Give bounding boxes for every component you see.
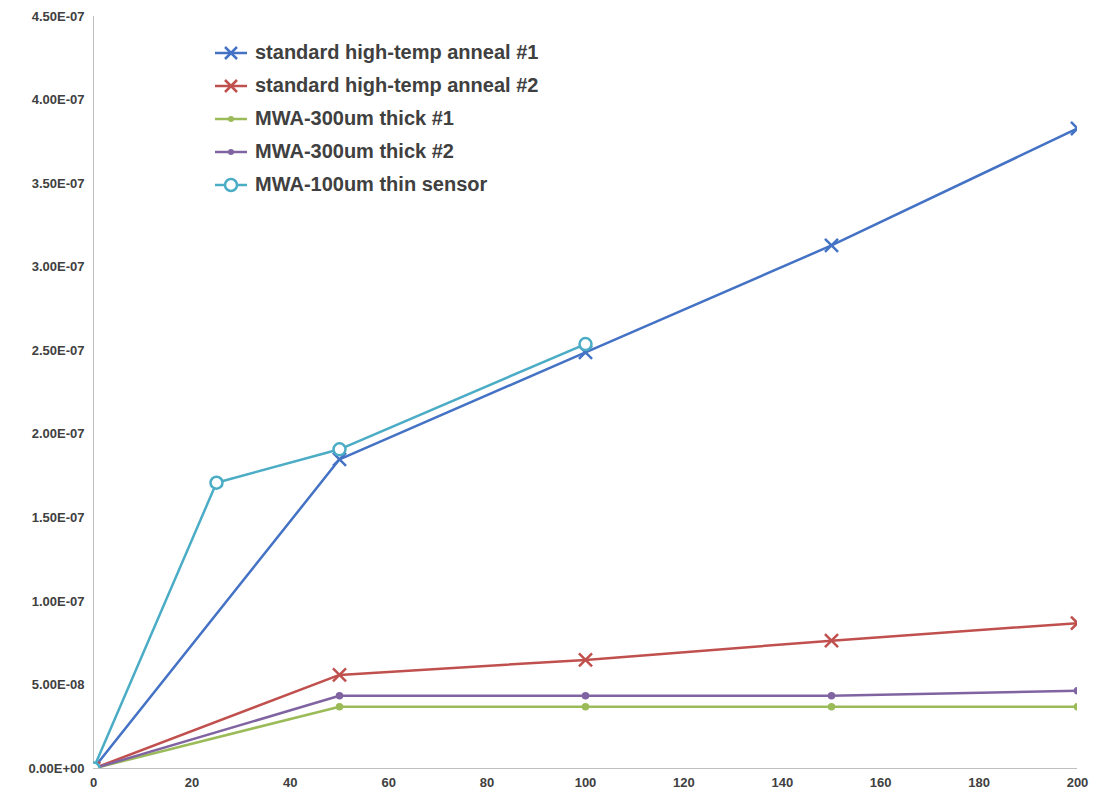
svg-text:0.00E+00: 0.00E+00 <box>28 761 84 776</box>
svg-text:20: 20 <box>185 775 199 790</box>
svg-text:4.00E-07: 4.00E-07 <box>32 92 85 107</box>
svg-text:1.00E-07: 1.00E-07 <box>32 594 85 609</box>
svg-text:2.50E-07: 2.50E-07 <box>32 343 85 358</box>
svg-text:200: 200 <box>1067 775 1089 790</box>
svg-text:80: 80 <box>480 775 494 790</box>
svg-text:160: 160 <box>870 775 892 790</box>
svg-text:140: 140 <box>771 775 793 790</box>
svg-text:120: 120 <box>673 775 695 790</box>
svg-text:60: 60 <box>381 775 395 790</box>
html-text:standard high-temp anneal #2: standard high-temp anneal #2 <box>255 74 539 96</box>
html-text:MWA-100um thin sensor: MWA-100um thin sensor <box>255 173 488 195</box>
html-text:MWA-300um thick #2: MWA-300um thick #2 <box>255 140 454 162</box>
svg-text:2.00E-07: 2.00E-07 <box>32 426 85 441</box>
svg-text:1.50E-07: 1.50E-07 <box>32 510 85 525</box>
svg-text:100: 100 <box>575 775 597 790</box>
html-text:MWA-300um thick #1: MWA-300um thick #1 <box>255 107 454 129</box>
svg-text:3.50E-07: 3.50E-07 <box>32 176 85 191</box>
svg-text:5.00E-08: 5.00E-08 <box>32 677 85 692</box>
svg-text:0: 0 <box>90 775 97 790</box>
svg-text:3.00E-07: 3.00E-07 <box>32 259 85 274</box>
html-text:standard high-temp anneal #1: standard high-temp anneal #1 <box>255 41 539 63</box>
svg-text:40: 40 <box>283 775 297 790</box>
svg-text:4.50E-07: 4.50E-07 <box>32 9 85 24</box>
svg-text:180: 180 <box>968 775 990 790</box>
